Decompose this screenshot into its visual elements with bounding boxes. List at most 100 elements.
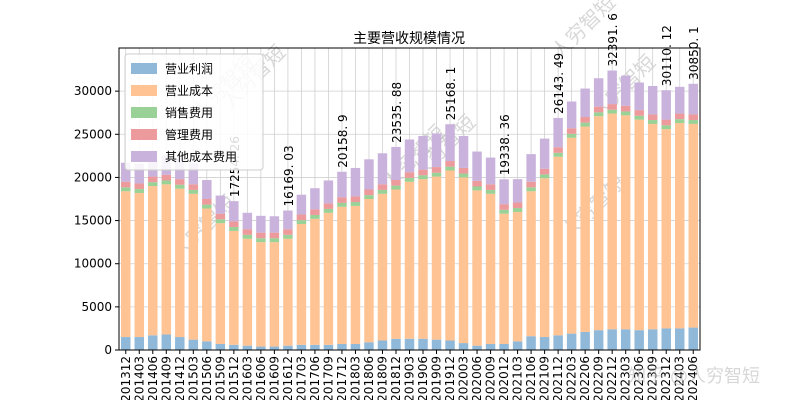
bar-segment xyxy=(296,224,307,345)
bar-segment xyxy=(647,120,658,124)
bar-segment xyxy=(175,179,185,185)
bar-segment xyxy=(404,172,415,178)
bar-segment xyxy=(431,176,442,340)
bar-segment xyxy=(634,115,644,120)
bar-segment xyxy=(580,88,590,118)
bar-segment xyxy=(229,344,239,350)
legend-label: 管理费用 xyxy=(165,127,213,142)
bar-segment xyxy=(593,106,604,113)
bar-segment xyxy=(553,147,563,153)
x-tick-label: 201403 xyxy=(132,356,146,400)
bar-segment xyxy=(418,136,428,170)
bar-segment xyxy=(620,329,631,350)
x-tick-label: 201312 xyxy=(119,356,133,400)
data-label: 30850. 1 xyxy=(687,26,701,79)
bar-segment xyxy=(269,232,280,239)
bar-segment xyxy=(202,180,212,199)
x-tick-label: 201603 xyxy=(240,356,254,400)
bar-segment xyxy=(661,119,671,126)
bar-segment xyxy=(283,229,293,235)
bar-segment xyxy=(161,180,172,185)
bar-segment xyxy=(458,343,469,350)
bar-segment xyxy=(337,197,347,203)
bar-segment xyxy=(364,195,374,199)
bar-segment xyxy=(418,169,428,176)
bar-segment xyxy=(526,181,536,188)
x-tick-label: 201512 xyxy=(227,356,241,400)
bar-segment xyxy=(161,334,172,350)
bar-segment xyxy=(296,344,307,350)
bar-segment xyxy=(485,343,496,350)
x-tick-label: 202403 xyxy=(673,356,687,400)
bar-segment xyxy=(458,136,469,168)
y-tick-label: 5000 xyxy=(81,300,112,314)
bar-segment xyxy=(242,345,253,350)
bar-segment xyxy=(445,161,455,167)
x-tick-label: 202003 xyxy=(457,356,471,400)
bar-segment xyxy=(539,178,550,338)
x-tick-label: 202309 xyxy=(646,356,660,400)
x-tick-label: 201409 xyxy=(159,356,173,400)
x-tick-label: 202203 xyxy=(565,356,579,400)
bar-segment xyxy=(269,216,280,233)
legend-swatch xyxy=(131,85,157,96)
data-label: 25168. 1 xyxy=(444,67,458,120)
bar-segment xyxy=(472,190,482,346)
bar-segment xyxy=(296,194,307,215)
bar-segment xyxy=(445,170,455,341)
bar-segment xyxy=(539,168,550,175)
legend-swatch xyxy=(131,129,157,140)
bar-segment xyxy=(377,189,388,194)
bar-segment xyxy=(242,238,253,346)
bar-segment xyxy=(566,128,577,134)
x-tick-label: 201612 xyxy=(281,356,295,400)
bar-segment xyxy=(445,166,455,171)
bar-segment xyxy=(283,234,293,239)
legend-box xyxy=(124,53,264,171)
bar-segment xyxy=(242,234,253,239)
bar-segment xyxy=(593,78,604,107)
bar-segment xyxy=(364,189,374,196)
bar-segment xyxy=(202,199,212,205)
data-label: 26143. 49 xyxy=(552,53,566,114)
bar-segment xyxy=(512,179,523,203)
y-tick-label: 10000 xyxy=(74,257,112,271)
bar-segment xyxy=(404,177,415,182)
bar-segment xyxy=(675,119,685,124)
bar-segment xyxy=(202,204,212,209)
bar-segment xyxy=(593,116,604,331)
x-tick-label: 201609 xyxy=(267,356,281,400)
bar-segment xyxy=(445,124,455,162)
bar-segment xyxy=(188,184,199,190)
bar-segment xyxy=(391,185,401,190)
bar-segment xyxy=(553,152,563,157)
bar-segment xyxy=(499,204,509,210)
bar-segment xyxy=(526,191,536,337)
bar-segment xyxy=(310,214,320,219)
bar-segment xyxy=(431,167,442,173)
bar-segment xyxy=(229,201,239,222)
legend-label: 其他成本费用 xyxy=(165,150,237,164)
bar-segment xyxy=(256,242,266,347)
bar-segment xyxy=(175,337,185,350)
bar-segment xyxy=(539,337,550,350)
bar-segment xyxy=(377,340,388,350)
bar-segment xyxy=(310,209,320,215)
x-tick-label: 201803 xyxy=(348,356,362,400)
bar-segment xyxy=(620,75,631,106)
bar-segment xyxy=(283,210,293,230)
bar-segment xyxy=(566,333,577,350)
bar-segment xyxy=(472,186,482,191)
bar-segment xyxy=(485,184,496,190)
bar-segment xyxy=(215,213,226,220)
bar-segment xyxy=(418,338,428,350)
bar-segment xyxy=(364,199,374,343)
bar-segment xyxy=(526,187,536,192)
bar-segment xyxy=(431,133,442,168)
bar-segment xyxy=(580,117,590,123)
bar-segment xyxy=(458,173,469,178)
bar-segment xyxy=(377,184,388,190)
bar-segment xyxy=(634,119,644,331)
x-tick-label: 201509 xyxy=(213,356,227,400)
